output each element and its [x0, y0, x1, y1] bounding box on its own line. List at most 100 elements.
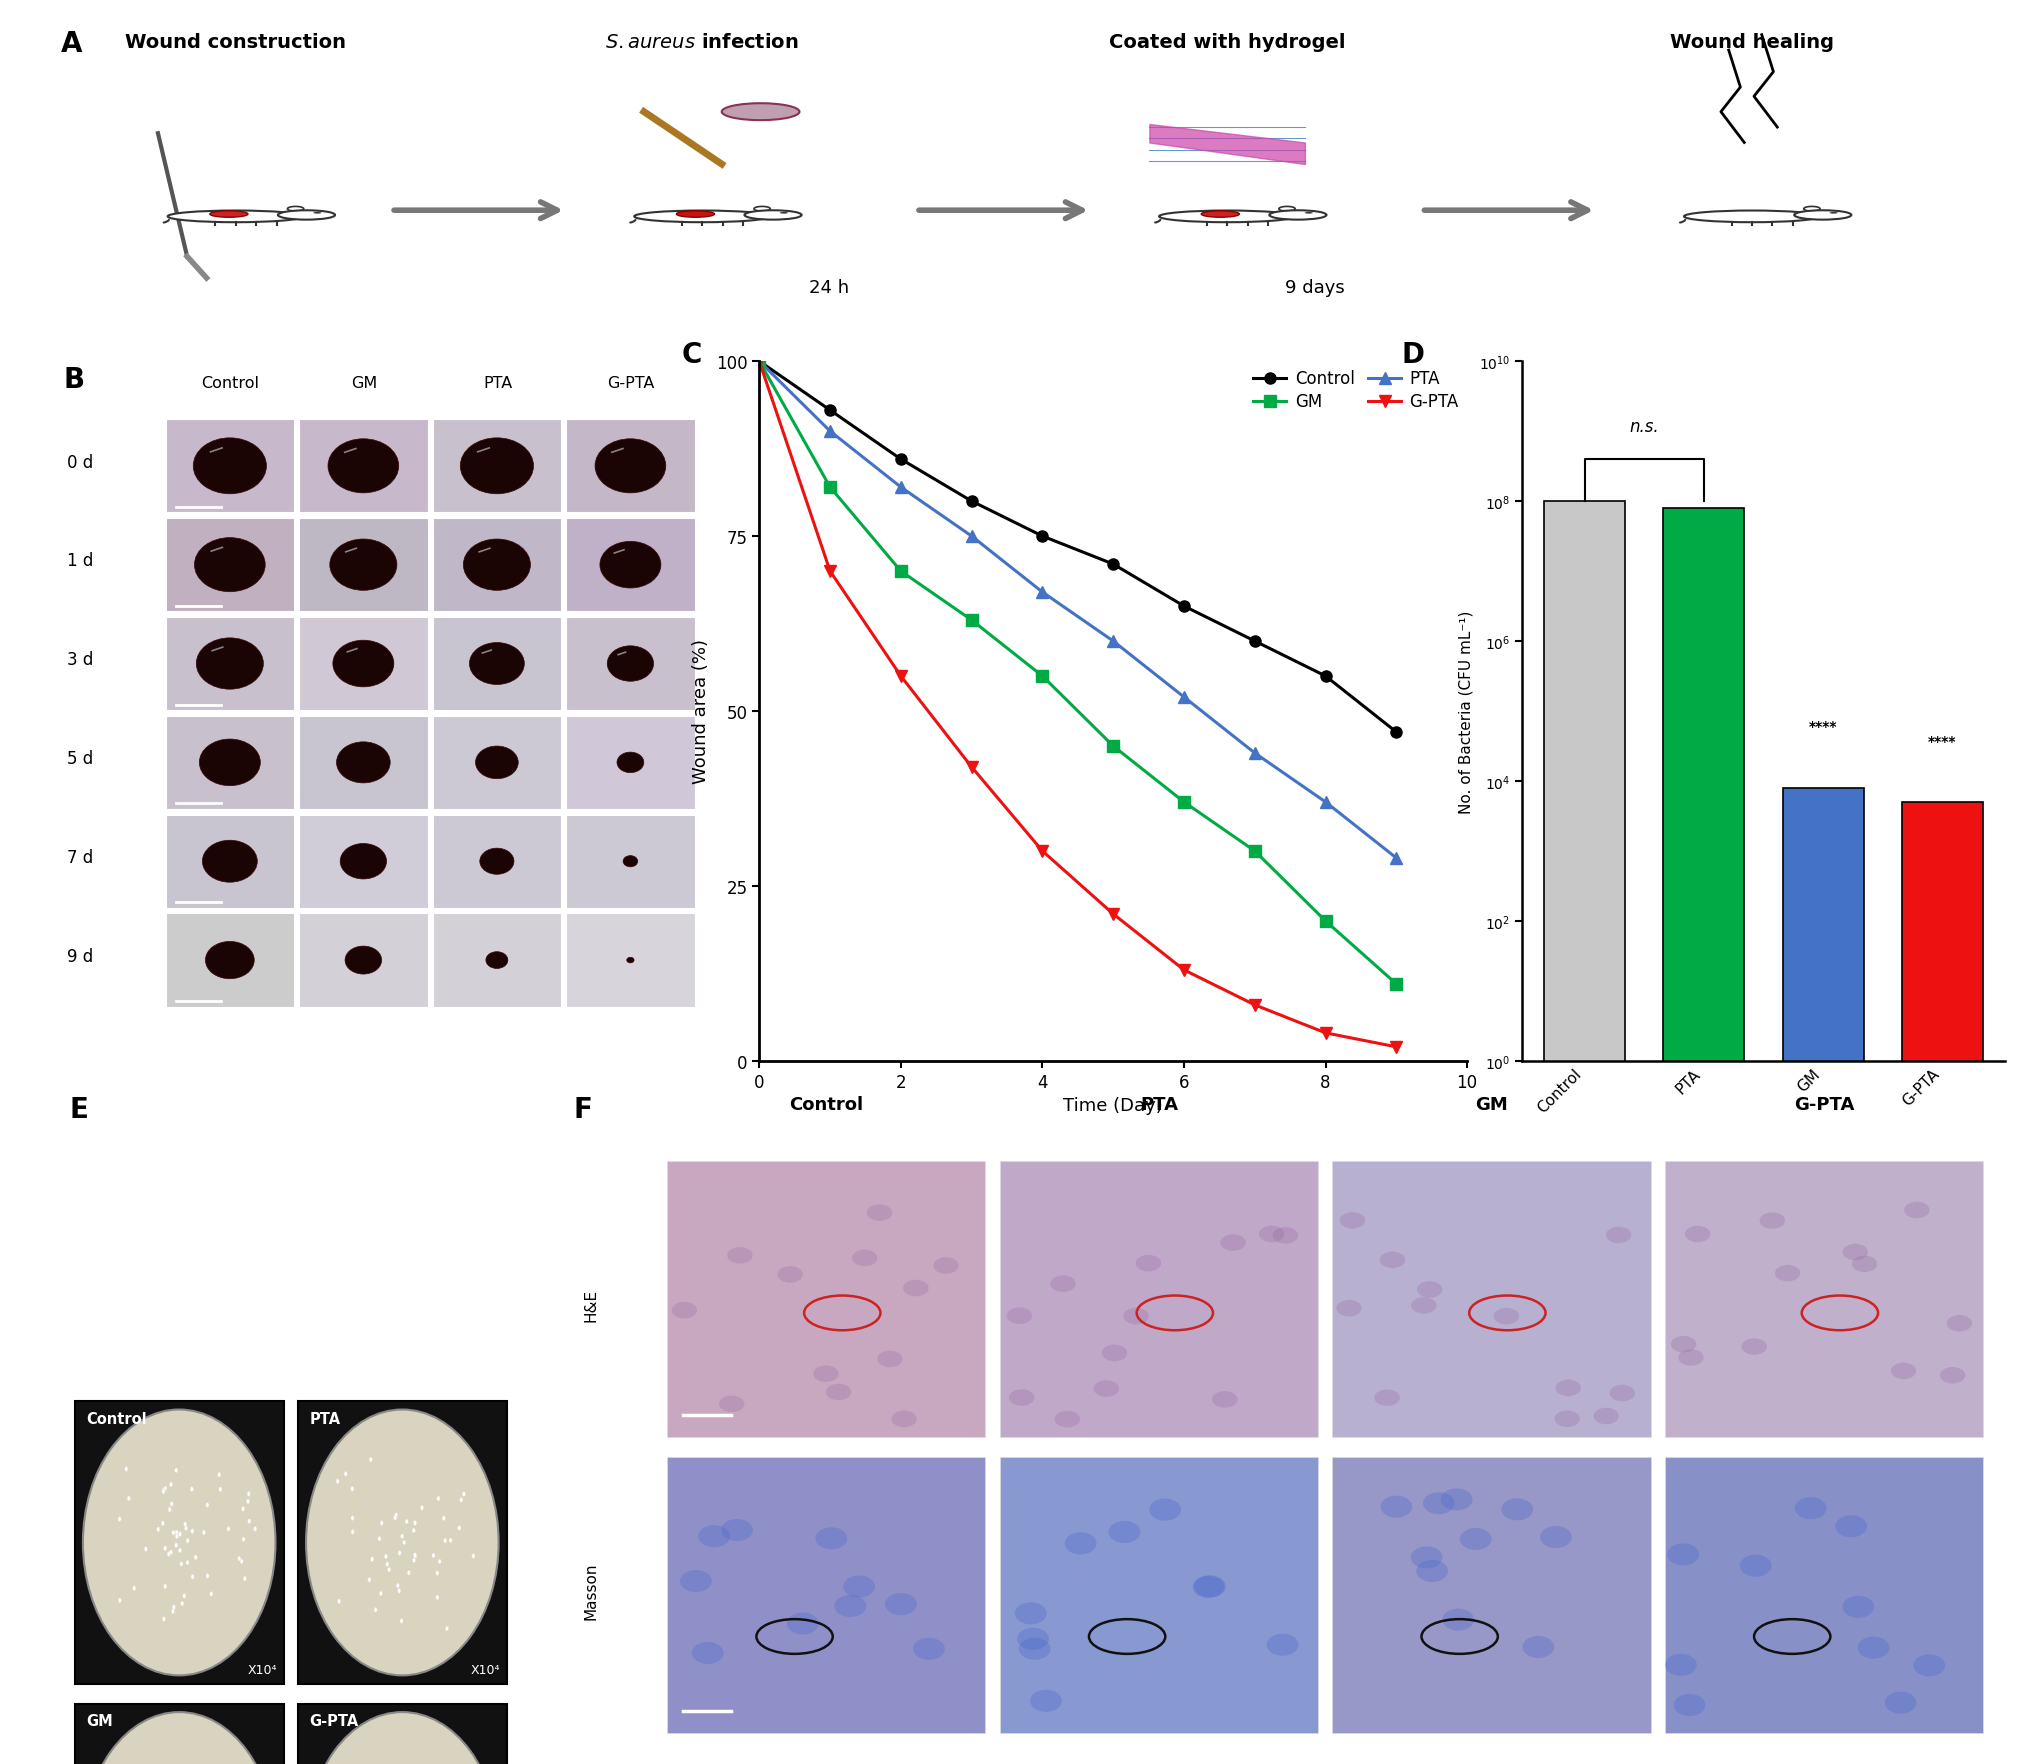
Ellipse shape: [1424, 1492, 1454, 1515]
Ellipse shape: [460, 439, 533, 494]
Line: GM: GM: [753, 356, 1401, 990]
Ellipse shape: [1940, 1367, 1966, 1383]
Text: Masson: Masson: [583, 1561, 597, 1619]
Ellipse shape: [814, 1365, 838, 1383]
Ellipse shape: [1019, 1637, 1051, 1660]
Ellipse shape: [1065, 1533, 1098, 1554]
Ellipse shape: [243, 1577, 247, 1581]
Text: G-PTA: G-PTA: [1794, 1095, 1855, 1113]
Ellipse shape: [1594, 1408, 1618, 1425]
Text: ****: ****: [1928, 734, 1956, 748]
Ellipse shape: [1158, 212, 1296, 222]
Ellipse shape: [207, 1503, 209, 1508]
Ellipse shape: [721, 1519, 753, 1542]
Ellipse shape: [446, 1626, 450, 1632]
Ellipse shape: [393, 1515, 397, 1521]
Ellipse shape: [385, 1554, 387, 1559]
Ellipse shape: [1667, 1544, 1699, 1565]
Ellipse shape: [162, 1616, 166, 1621]
Ellipse shape: [1851, 1256, 1877, 1272]
Ellipse shape: [381, 1521, 383, 1526]
Ellipse shape: [1679, 1349, 1703, 1365]
G-PTA: [1172, 960, 1197, 981]
Control: [747, 351, 772, 372]
Ellipse shape: [413, 1558, 415, 1563]
Ellipse shape: [241, 1536, 245, 1542]
Ellipse shape: [182, 1593, 186, 1598]
PTA: [1314, 792, 1339, 813]
Ellipse shape: [877, 1351, 903, 1367]
Ellipse shape: [144, 1547, 148, 1552]
Ellipse shape: [1201, 212, 1239, 219]
Ellipse shape: [431, 1552, 435, 1558]
Ellipse shape: [421, 1505, 423, 1510]
Control: [1385, 721, 1409, 743]
Ellipse shape: [853, 1251, 877, 1267]
Ellipse shape: [180, 1602, 184, 1605]
Ellipse shape: [472, 1554, 476, 1559]
Ellipse shape: [834, 1595, 867, 1618]
Ellipse shape: [595, 439, 666, 494]
Bar: [75, 1704, 284, 1764]
Bar: [1545, 501, 1626, 1764]
Ellipse shape: [1418, 1281, 1442, 1298]
Ellipse shape: [350, 1515, 354, 1521]
Ellipse shape: [247, 1492, 251, 1496]
Text: 7 d: 7 d: [67, 848, 93, 866]
PTA: [747, 351, 772, 372]
Ellipse shape: [174, 1544, 178, 1547]
Ellipse shape: [190, 1529, 194, 1533]
Ellipse shape: [745, 212, 802, 220]
Ellipse shape: [162, 1487, 166, 1492]
Ellipse shape: [1051, 1275, 1075, 1293]
Ellipse shape: [330, 540, 397, 591]
PTA: [1031, 582, 1055, 603]
Text: PTA: PTA: [310, 1411, 340, 1425]
Ellipse shape: [1914, 1655, 1946, 1676]
Ellipse shape: [174, 1535, 178, 1538]
PTA: [889, 478, 913, 499]
Ellipse shape: [1501, 1498, 1533, 1521]
Ellipse shape: [1555, 1379, 1582, 1397]
Ellipse shape: [721, 104, 800, 122]
Text: n.s.: n.s.: [1630, 418, 1658, 436]
Control: [1102, 554, 1126, 575]
GM: [1172, 792, 1197, 813]
Ellipse shape: [128, 1496, 130, 1501]
Ellipse shape: [194, 538, 265, 593]
Control: [960, 490, 984, 512]
G-PTA: [818, 561, 842, 582]
Ellipse shape: [306, 1409, 498, 1676]
Ellipse shape: [403, 1540, 405, 1545]
Text: Wound construction: Wound construction: [126, 32, 346, 51]
Ellipse shape: [170, 1551, 172, 1554]
Ellipse shape: [117, 1598, 121, 1603]
Ellipse shape: [1213, 1392, 1237, 1408]
Text: G-PTA: G-PTA: [310, 1713, 358, 1729]
Ellipse shape: [190, 1487, 194, 1492]
GM: [1314, 910, 1339, 931]
Ellipse shape: [628, 958, 634, 963]
Ellipse shape: [1270, 212, 1326, 220]
Ellipse shape: [1195, 1575, 1225, 1598]
G-PTA: [889, 667, 913, 688]
Ellipse shape: [699, 1526, 729, 1547]
Ellipse shape: [180, 1561, 182, 1566]
Ellipse shape: [241, 1506, 245, 1512]
Text: 1 d: 1 d: [67, 552, 93, 570]
Ellipse shape: [1280, 208, 1296, 212]
Ellipse shape: [186, 1538, 188, 1544]
Ellipse shape: [437, 1559, 441, 1565]
Ellipse shape: [164, 1545, 166, 1551]
Line: Control: Control: [753, 356, 1401, 737]
Ellipse shape: [1843, 1244, 1867, 1261]
Ellipse shape: [1411, 1297, 1436, 1314]
Ellipse shape: [842, 1575, 875, 1598]
Ellipse shape: [117, 1517, 121, 1522]
Ellipse shape: [1381, 1496, 1411, 1517]
Ellipse shape: [460, 1498, 464, 1503]
Ellipse shape: [885, 1593, 917, 1616]
Ellipse shape: [413, 1552, 417, 1558]
Ellipse shape: [727, 1247, 753, 1263]
Ellipse shape: [1523, 1635, 1555, 1658]
